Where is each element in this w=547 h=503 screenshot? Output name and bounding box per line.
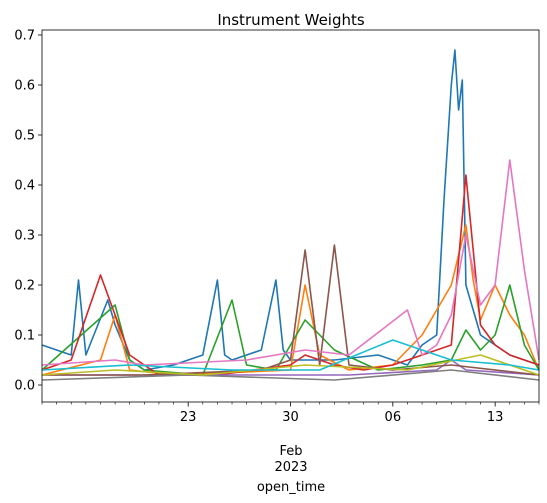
y-tick-label-7: 0.7 — [14, 29, 35, 44]
y-tick-label-2: 0.2 — [14, 279, 35, 294]
x-axis-label: open_time — [257, 480, 325, 495]
y-tick-label-3: 0.3 — [14, 229, 35, 244]
series-line-7 — [41, 159, 540, 366]
x-tick-label-0: 23 — [180, 410, 197, 425]
y-tick-label-5: 0.5 — [14, 129, 35, 144]
series-line-8 — [41, 369, 540, 381]
series-line-10 — [41, 339, 540, 371]
x-secondary-label-year: 2023 — [274, 460, 307, 475]
x-tick-label-1: 30 — [282, 410, 299, 425]
y-tick-label-4: 0.4 — [14, 179, 35, 194]
x-tick-label-2: 06 — [385, 410, 402, 425]
y-axis: 0.0 0.1 0.2 0.3 0.4 0.5 0.6 0.7 — [14, 29, 42, 394]
x-axis: 23 30 06 13 — [41, 402, 540, 425]
series-line-3 — [41, 284, 540, 376]
chart-title: Instrument Weights — [217, 11, 365, 29]
y-tick-label-6: 0.6 — [14, 79, 35, 94]
x-tick-label-3: 13 — [487, 410, 504, 425]
series-layer — [41, 49, 540, 381]
x-secondary-label-month: Feb — [279, 444, 302, 459]
series-line-9 — [41, 354, 540, 376]
y-tick-label-1: 0.1 — [14, 329, 35, 344]
y-tick-label-0: 0.0 — [14, 379, 35, 394]
